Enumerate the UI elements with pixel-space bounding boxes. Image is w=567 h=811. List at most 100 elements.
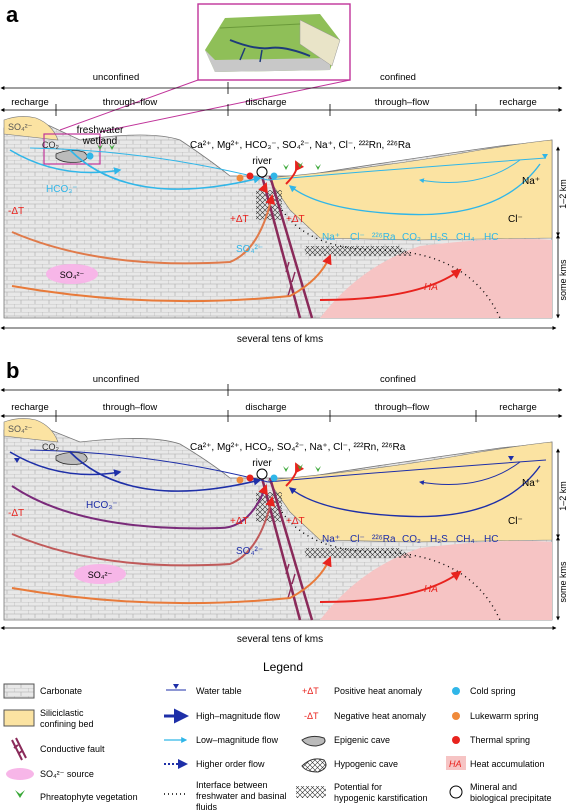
plus-dt-icon: +ΔT (302, 686, 319, 696)
svg-text:HC: HC (484, 534, 498, 545)
plus-dt-right-a: +ΔT (286, 214, 305, 225)
inset-block-diagram (197, 3, 351, 81)
plus-dt-right-b: +ΔT (286, 516, 305, 527)
legend-thermal: Thermal spring (470, 735, 530, 745)
wetland-label-a: freshwater wetland (77, 125, 124, 147)
legend-plus-dt: Positive heat anomaly (334, 686, 423, 696)
hypogenic-karst-a (304, 246, 412, 256)
flow-confined-small-a (419, 159, 521, 184)
na-a: Na⁺ (522, 176, 540, 187)
svg-text:H₂S: H₂S (430, 534, 448, 545)
legend-title: Legend (263, 660, 303, 674)
svg-text:H₂S: H₂S (430, 232, 448, 243)
panel-b: b unconfined confined recharge through–f… (0, 358, 567, 645)
legend-hypogenic: Hypogenic cave (334, 759, 398, 769)
flow-deep3-a (11, 254, 332, 303)
so4-top-a: SO₄²⁻ (8, 122, 33, 132)
flow-confined-b (288, 465, 541, 518)
panel-a: a unconfined confined recharge through–f… (0, 2, 567, 345)
heat-accumulation-symbol: HA (449, 759, 462, 769)
legend-interface: Interface between freshwater and basinal f… (196, 780, 287, 811)
so4-source-label-a: SO₄²⁻ (60, 270, 85, 280)
svg-text:²²⁶Ra: ²²⁶Ra (372, 534, 396, 545)
minus-dt-icon: -ΔT (304, 711, 319, 721)
minus-dt-b: -ΔT (8, 508, 24, 519)
legend-lukewarm: Lukewarm spring (470, 711, 539, 721)
lukewarm-spring-b (236, 476, 244, 484)
water-table-a (29, 147, 547, 181)
so4-source-label-b: SO₄²⁻ (88, 570, 113, 580)
heat-accumulation-icon (446, 756, 466, 770)
scale-v1-b: 1–2 km (558, 481, 567, 511)
zone-throughflow-left-b: through–flow (103, 402, 158, 413)
svg-text:CO₂: CO₂ (402, 534, 421, 545)
cold-spring-icon (452, 687, 460, 695)
flow-upwell-a (285, 160, 305, 185)
water-table-b (29, 449, 547, 483)
river-label-b: river (252, 458, 272, 469)
svg-text:Cl⁻: Cl⁻ (350, 534, 365, 545)
legend-high-flow: High–magnitude flow (196, 711, 281, 721)
flow-deep2-b (11, 496, 276, 567)
hypogenic-karst-b (304, 548, 412, 558)
legend-siliciclastic: Siliciclastic confining bed (40, 708, 94, 729)
hco3-a: HCO₃⁻ (46, 184, 78, 195)
legend-higher-order: Higher order flow (196, 759, 265, 769)
gases-row-a: Na⁺ Cl⁻ ²²⁶Ra CO₂ H₂S CH₄ HC (322, 232, 498, 243)
zone-discharge-b: discharge (245, 402, 286, 413)
carbonate-swatch (3, 683, 35, 699)
crosshatch-icon (296, 786, 326, 798)
flow-upwell-b (285, 462, 305, 487)
svg-text:²²⁶Ra: ²²⁶Ra (372, 232, 396, 243)
flow-shallow-a (9, 149, 122, 175)
thermal-spring-a (246, 172, 254, 180)
svg-text:Na⁺: Na⁺ (322, 534, 340, 545)
epigenic-cave-icon (301, 735, 326, 747)
cold-spring-a (270, 172, 278, 180)
fault-icon (11, 737, 27, 761)
scale-h-b: several tens of kms (237, 634, 323, 645)
thermal-spring-b (246, 474, 254, 482)
flow-heat-a (319, 268, 462, 301)
scale-v1-a: 1–2 km (558, 179, 567, 209)
flow-deep3-b (11, 556, 332, 605)
legend: Legend Carbonate Siliciclastic confining … (3, 660, 552, 811)
flow-confined-small-b (419, 461, 521, 486)
fault-ticks-a (285, 261, 296, 297)
so4-mid-b: SO₄²⁻ (236, 546, 263, 557)
siliciclastic-right-b (267, 441, 553, 543)
svg-text:CO₂: CO₂ (402, 232, 421, 243)
flow-confined-a (288, 163, 541, 216)
legend-low-flow: Low–magnitude flow (196, 735, 279, 745)
svg-text:Cl⁻: Cl⁻ (350, 232, 365, 243)
cl-a: Cl⁻ (508, 214, 523, 225)
so4-source-a (46, 264, 98, 284)
flow-heat-b (319, 570, 462, 603)
legend-vegetation: Phreatophyte vegetation (40, 792, 138, 802)
siliciclastic-right-a (267, 139, 553, 241)
plus-dt-left-a: +ΔT (230, 214, 249, 225)
zone-throughflow-right-a: through–flow (375, 97, 430, 108)
so4-mid-a: SO₄²⁻ (236, 244, 263, 255)
svg-text:CH₄: CH₄ (456, 232, 475, 243)
flow-mid-b (69, 451, 262, 492)
legend-karstification: Potential for hypogenic karstification (334, 782, 428, 803)
legend-precipitate: Mineral and biological precipitate (470, 782, 552, 803)
flow-deep2-a (11, 194, 276, 265)
interface-line-b (281, 511, 501, 621)
hypogenic-cave-icon (301, 758, 327, 773)
lukewarm-spring-a (236, 174, 244, 182)
vegetation-b (283, 464, 321, 472)
label-confined-b: confined (380, 374, 416, 385)
water-table-marker-a (542, 154, 548, 159)
precipitate-a (256, 166, 268, 178)
flow-shallow-b (9, 451, 122, 477)
label-confined-a: confined (380, 72, 416, 83)
zone-recharge-left-a: recharge (11, 97, 49, 108)
siliciclastic-swatch (3, 709, 35, 727)
vegetation-a (97, 144, 321, 170)
legend-water-table: Water table (196, 686, 242, 696)
flow-mid-a (69, 149, 262, 190)
legend-cold-spring: Cold spring (470, 686, 516, 696)
